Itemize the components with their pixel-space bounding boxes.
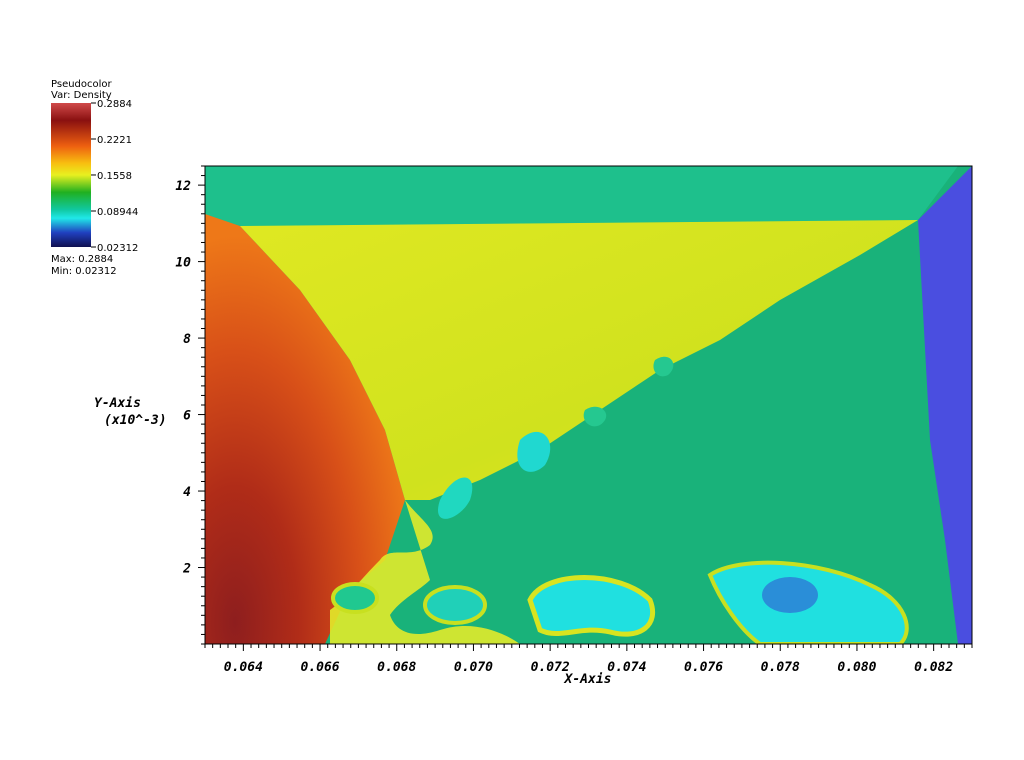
y-tick-label: 6 bbox=[183, 409, 191, 424]
colorbar-tick-label: 0.08944 bbox=[97, 207, 138, 218]
x-tick-label: 0.066 bbox=[300, 660, 339, 675]
colorbar bbox=[51, 103, 91, 247]
vortex-core bbox=[762, 577, 818, 613]
yellow-region bbox=[240, 220, 918, 500]
legend-max: Max: 0.2884 bbox=[51, 254, 113, 265]
y-tick-label: 4 bbox=[183, 485, 191, 500]
x-tick-label: 0.064 bbox=[224, 660, 263, 675]
x-tick-label: 0.078 bbox=[761, 660, 800, 675]
x-tick-label: 0.082 bbox=[914, 660, 953, 675]
colorbar-tick-label: 0.02312 bbox=[97, 243, 138, 254]
legend: Pseudocolor Var: Density 0.2884 0.2221 0.1… bbox=[51, 79, 138, 277]
legend-min: Min: 0.02312 bbox=[51, 266, 117, 277]
colorbar-tick-label: 0.2221 bbox=[97, 135, 132, 146]
x-tick-label: 0.080 bbox=[837, 660, 876, 675]
y-axis-title: Y-Axis bbox=[94, 396, 141, 411]
y-axis-unit: (x10^-3) bbox=[104, 413, 167, 428]
x-tick-label: 0.070 bbox=[454, 660, 493, 675]
vortex-2 bbox=[517, 431, 551, 472]
legend-title: Pseudocolor bbox=[51, 79, 113, 90]
y-tick-label: 2 bbox=[182, 562, 191, 577]
x-tick-label: 0.072 bbox=[531, 660, 570, 675]
y-axis: 2 4 6 8 10 12 bbox=[175, 165, 205, 645]
red-region bbox=[205, 214, 405, 644]
vortex-3 bbox=[583, 406, 607, 427]
yellow-wake bbox=[330, 500, 520, 644]
x-tick-label: 0.068 bbox=[377, 660, 416, 675]
colorbar-tick-label: 0.2884 bbox=[97, 99, 132, 110]
colorbar-ticks: 0.2884 0.2221 0.1558 0.08944 0.02312 bbox=[91, 99, 138, 254]
legend-variable: Var: Density bbox=[51, 90, 112, 101]
vortex-4 bbox=[653, 356, 674, 377]
top-band bbox=[205, 166, 958, 226]
x-axis-title: X-Axis bbox=[564, 672, 612, 687]
x-tick-label: 0.076 bbox=[684, 660, 723, 675]
x-tick-label: 0.074 bbox=[607, 660, 646, 675]
y-tick-label: 10 bbox=[175, 256, 191, 271]
y-tick-label: 8 bbox=[183, 332, 191, 347]
x-axis: 0.064 0.066 0.068 0.070 0.072 0.074 0.076 0.078… bbox=[204, 644, 973, 675]
density-field bbox=[205, 166, 972, 644]
vortex-1 bbox=[437, 477, 473, 519]
y-tick-label: 12 bbox=[175, 179, 191, 194]
colorbar-tick-label: 0.1558 bbox=[97, 171, 132, 182]
vortex-7 bbox=[527, 575, 656, 637]
vortex-6 bbox=[423, 585, 487, 625]
vortex-5 bbox=[331, 582, 379, 614]
blue-region bbox=[918, 166, 972, 644]
